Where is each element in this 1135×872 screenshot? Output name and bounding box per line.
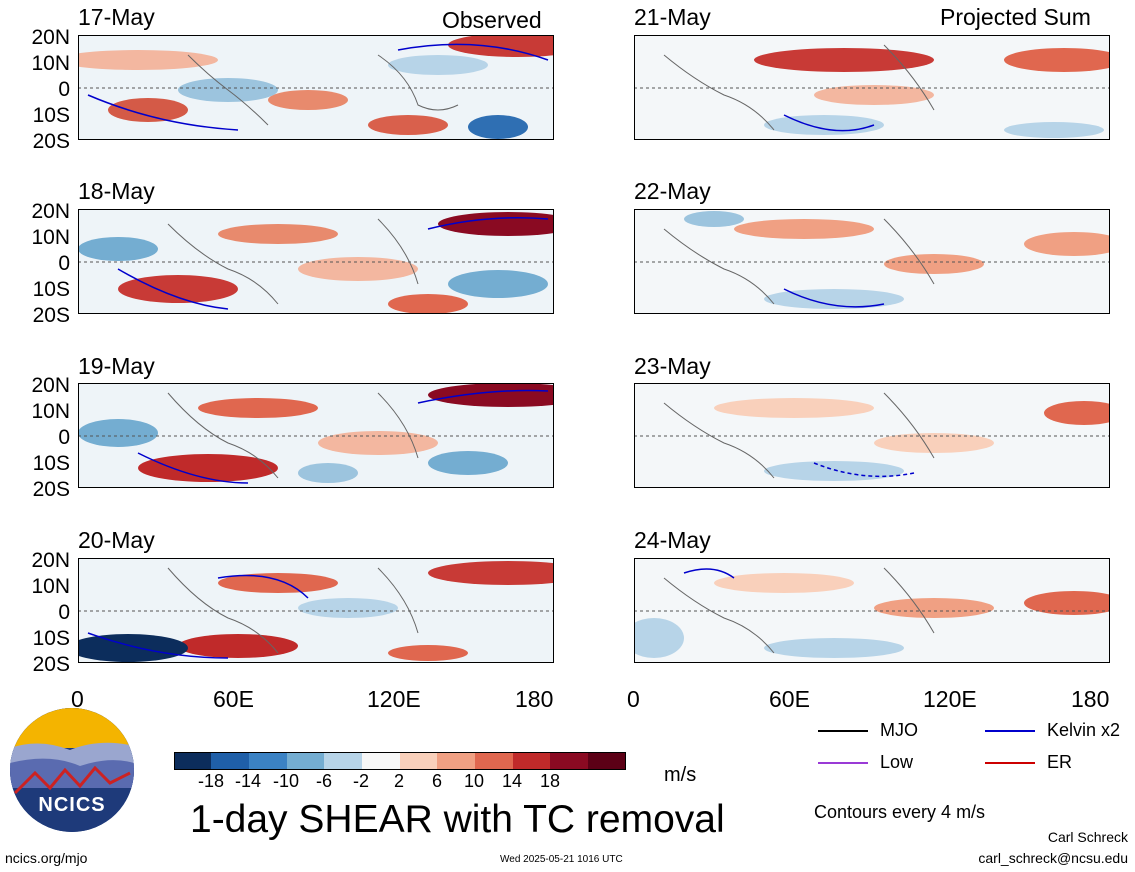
colorbar-swatch	[588, 752, 626, 770]
lat-label-20s: 20S	[32, 304, 70, 327]
lat-label-10s: 10S	[32, 104, 70, 127]
legend-label-kelvin: Kelvin x2	[1047, 720, 1121, 740]
logo-text: NCICS	[38, 794, 106, 816]
projected-sum-title: Projected Sum	[940, 4, 1091, 30]
lat-label-10s: 10S	[32, 452, 70, 475]
shear-map	[78, 558, 554, 663]
shear-map	[634, 209, 1110, 314]
lat-label-0: 0	[58, 78, 70, 101]
map-panel-projected-2	[634, 209, 1110, 314]
date-label-right-3: 23-May	[634, 353, 711, 379]
lon-label-120e-left: 120E	[367, 686, 421, 712]
legend-label-low: Low	[880, 752, 914, 772]
colorbar-swatch	[400, 752, 438, 770]
lat-label-10n: 10N	[31, 52, 70, 75]
lon-label-0-right: 0	[627, 686, 640, 712]
colorbar-tick: 2	[393, 771, 404, 791]
shear-map	[634, 383, 1110, 488]
lon-label-60e-left: 60E	[213, 686, 254, 712]
date-label-right-2: 22-May	[634, 178, 711, 204]
legend-label-mjo: MJO	[880, 720, 918, 740]
lat-label-10n: 10N	[31, 575, 70, 598]
main-title: 1-day SHEAR with TC removal	[190, 798, 725, 841]
lat-label-20s: 20S	[32, 653, 70, 676]
colorbar-swatch	[550, 752, 588, 770]
colorbar-swatch	[287, 752, 325, 770]
lat-label-10n: 10N	[31, 226, 70, 249]
colorbar-swatch	[324, 752, 362, 770]
lon-label-180-right: 180	[1071, 686, 1110, 712]
lat-label-10s: 10S	[32, 627, 70, 650]
footer-url[interactable]: ncics.org/mjo	[5, 850, 88, 866]
ncics-logo: NCICS	[10, 708, 134, 832]
date-label-right-4: 24-May	[634, 527, 711, 553]
colorbar-swatch	[513, 752, 551, 770]
colorbar-border	[174, 752, 626, 770]
observed-title: Observed	[442, 7, 542, 33]
date-label-left-2: 18-May	[78, 178, 155, 204]
lon-label-180-left: 180	[515, 686, 554, 712]
footer-timestamp: Wed 2025-05-21 1016 UTC	[500, 854, 623, 865]
map-panel-projected-4	[634, 558, 1110, 663]
lon-label-120e-right: 120E	[923, 686, 977, 712]
lat-label-20n: 20N	[31, 200, 70, 223]
footer-email[interactable]: carl_schreck@ncsu.edu	[978, 850, 1128, 866]
map-panel-observed-2	[78, 209, 554, 314]
lat-label-10s: 10S	[32, 278, 70, 301]
contour-note: Contours every 4 m/s	[814, 802, 986, 822]
legend-line-kelvin	[985, 730, 1035, 732]
colorbar-tick: -6	[315, 771, 332, 791]
legend-line-low	[818, 762, 868, 764]
colorbar-swatch	[475, 752, 513, 770]
colorbar-tick: 18	[539, 771, 561, 791]
colorbar-tick: 6	[431, 771, 442, 791]
map-panel-observed-1	[78, 35, 554, 140]
colorbar	[174, 752, 626, 770]
shear-map	[78, 383, 554, 488]
lat-label-20s: 20S	[32, 478, 70, 501]
colorbar-tick: -10	[272, 771, 299, 791]
legend-line-mjo	[818, 730, 868, 732]
lat-label-20n: 20N	[31, 549, 70, 572]
shear-map	[634, 35, 1110, 140]
colorbar-unit: m/s	[664, 764, 697, 786]
colorbar-tick: 14	[501, 771, 523, 791]
lat-label-20n: 20N	[31, 26, 70, 49]
lon-label-0-left: 0	[71, 686, 84, 712]
colorbar-swatch	[174, 752, 212, 770]
map-panel-observed-3	[78, 383, 554, 488]
colorbar-swatch	[362, 752, 400, 770]
lat-label-20s: 20S	[32, 130, 70, 153]
map-panel-projected-3	[634, 383, 1110, 488]
lat-label-0: 0	[58, 426, 70, 449]
lon-label-60e-right: 60E	[769, 686, 810, 712]
shear-map	[78, 35, 554, 140]
colorbar-swatch	[211, 752, 249, 770]
map-panel-observed-4	[78, 558, 554, 663]
map-panel-projected-1	[634, 35, 1110, 140]
colorbar-tick: -2	[352, 771, 369, 791]
colorbar-tick: -18	[197, 771, 224, 791]
legend-label-er: ER	[1047, 752, 1073, 772]
colorbar-tick: -14	[234, 771, 261, 791]
date-label-left-3: 19-May	[78, 353, 155, 379]
lat-label-0: 0	[58, 601, 70, 624]
date-label-left-4: 20-May	[78, 527, 155, 553]
lat-label-0: 0	[58, 252, 70, 275]
lat-label-10n: 10N	[31, 400, 70, 423]
colorbar-tick: 10	[463, 771, 485, 791]
lat-label-20n: 20N	[31, 374, 70, 397]
legend-line-er	[985, 762, 1035, 764]
shear-map	[78, 209, 554, 314]
colorbar-swatch	[249, 752, 287, 770]
footer-author: Carl Schreck	[1047, 829, 1128, 845]
shear-map	[634, 558, 1110, 663]
date-label-left-1: 17-May	[78, 4, 155, 30]
colorbar-swatch	[437, 752, 475, 770]
date-label-right-1: 21-May	[634, 4, 711, 30]
logo-mountains-graphic	[10, 708, 134, 832]
